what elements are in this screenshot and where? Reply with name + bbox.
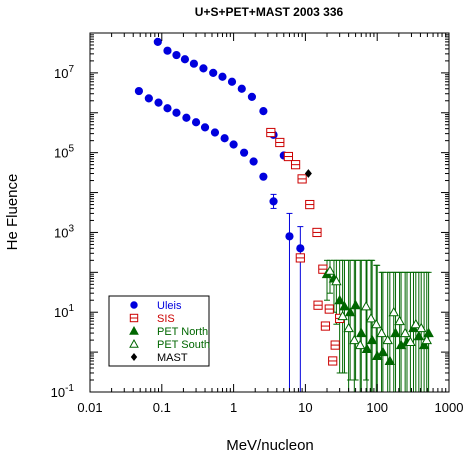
pet-south-point [415,322,427,333]
y-tick-label: 101 [54,303,74,320]
uleis-point [180,55,190,64]
x-axis-label: MeV/nucleon [226,437,314,454]
legend-label-pet-south: PET South [157,339,210,351]
uleis-point [237,84,246,93]
uleis-point [229,140,238,149]
y-tick-label: 10-1 [51,383,75,400]
pet-south-point [349,334,360,345]
pet-south-point [331,275,342,286]
pet-south-point [394,315,405,326]
uleis-point [163,46,172,55]
pet-south-point [343,322,354,333]
pet-south-point [354,339,366,350]
legend-label-pet-north: PET North [157,326,208,338]
legend-label-sis: SIS [157,313,175,325]
pet-south-point [360,300,372,311]
y-tick-label: 105 [54,144,74,161]
x-tick-label: 100 [366,400,388,415]
pet-south-point [405,336,416,346]
x-tick-label: 1 [230,400,237,415]
uleis-point [220,134,229,143]
y-tick-label: 103 [54,223,74,240]
pet-south-point [337,310,348,321]
uleis-point [154,98,163,107]
pet-north-point [423,327,434,338]
pet-north-point [339,300,350,311]
uleis-point [189,59,199,68]
x-tick-label: 0.01 [77,400,102,415]
pet-north-point [356,327,367,338]
legend-marker-mast [130,352,138,362]
pet-south-point [410,318,422,329]
mast-point [304,169,312,178]
plot-frame [89,32,450,393]
pet-north-point [390,327,401,338]
pet-north-point [418,339,430,350]
pet-south-point [399,327,411,338]
axis-tick-labels: 0.01 0.1 1 10 100 1000 10-1 101 103 105 107 [51,64,464,415]
pet-south-point [371,318,382,329]
pet-south-point [382,334,393,345]
y-axis-label: He Fluence [4,174,21,251]
uleis-point [182,113,191,122]
legend-marker-pet-north [129,325,139,335]
pet-north-point [377,346,389,357]
legend-label-uleis: Uleis [157,300,182,312]
error-bars [270,193,432,393]
pet-south-point [388,306,399,317]
uleis-point [144,94,153,103]
uleis-point [227,77,237,86]
x-tick-label: 10 [298,400,312,415]
uleis-point [259,107,268,116]
legend-box [108,295,210,367]
uleis-point [172,108,181,117]
y-tick-label: 107 [54,64,74,81]
uleis-point [134,86,144,96]
uleis-point [163,104,172,113]
uleis-point [200,123,210,132]
uleis-point [172,50,181,60]
pet-north-point [413,330,425,341]
uleis-point [247,92,257,102]
uleis-point [259,172,268,181]
legend-label-mast: MAST [157,352,188,364]
pet-north-point [384,355,396,365]
uleis-point [269,197,278,206]
uleis-point [218,72,227,81]
uleis-point [210,128,220,137]
uleis-point [296,244,305,253]
x-tick-label: 0.1 [153,400,171,415]
uleis-point [285,232,294,241]
pet-north-point [350,299,361,310]
legend-marker-pet-south [129,338,139,348]
axis-ticks [89,33,449,393]
pet-north-point [334,294,345,305]
uleis-point [199,64,208,73]
uleis-point [191,118,201,127]
pet-south-point [324,265,336,275]
legend-marker-uleis [130,301,138,309]
pet-north-point [344,306,356,317]
pet-south-point [376,327,387,338]
data-points [134,37,434,366]
uleis-point [153,37,162,46]
pet-north-point [366,334,378,345]
uleis-point [209,68,218,77]
x-tick-label: 1000 [435,400,464,415]
pet-south-point [365,312,377,323]
chart-title: U+S+PET+MAST 2003 336 [195,5,344,19]
uleis-point [249,157,258,166]
uleis-point [239,148,249,157]
pet-south-point [421,334,433,345]
